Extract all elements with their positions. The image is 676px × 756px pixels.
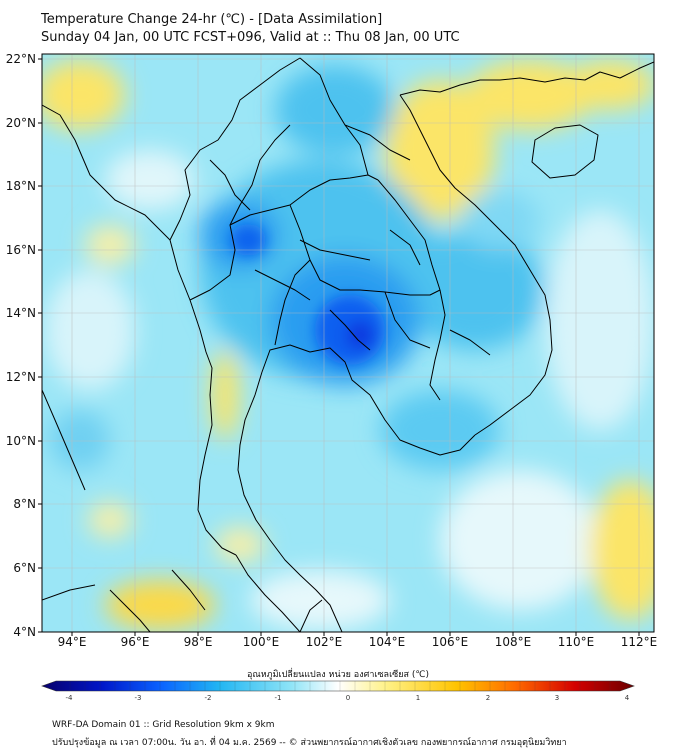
lon-tick-label: 108°E <box>495 635 532 649</box>
colorbar-tick: 3 <box>555 694 559 702</box>
colorbar-tick: -3 <box>135 694 142 702</box>
lon-tick-label: 102°E <box>306 635 343 649</box>
lon-tick-label: 94°E <box>58 635 87 649</box>
colorbar-tick: -4 <box>66 694 74 702</box>
colorbar-tick: 4 <box>625 694 630 702</box>
lat-tick-label: 12°N <box>6 370 36 384</box>
lon-tick-label: 96°E <box>121 635 150 649</box>
colorbar-label: อุณหภูมิเปลี่ยนแปลง หน่วย องศาเซลเซียส (… <box>246 670 430 680</box>
lat-tick-label: 18°N <box>6 179 36 193</box>
lon-tick-label: 98°E <box>184 635 213 649</box>
colorbar-tick: 2 <box>486 694 490 702</box>
lat-tick-label: 20°N <box>6 116 36 130</box>
lon-tick-label: 106°E <box>432 635 469 649</box>
lat-tick-label: 6°N <box>13 561 36 575</box>
lon-tick-label: 100°E <box>243 635 280 649</box>
footer-domain-info: WRF-DA Domain 01 :: Grid Resolution 9km … <box>52 720 275 730</box>
lat-tick-label: 8°N <box>13 497 36 511</box>
lat-tick-label: 4°N <box>13 625 36 639</box>
lon-tick-label: 104°E <box>369 635 406 649</box>
lat-tick-label: 22°N <box>6 52 36 66</box>
lat-tick-label: 16°N <box>6 243 36 257</box>
lon-tick-label: 110°E <box>558 635 595 649</box>
map-frame <box>41 53 655 633</box>
map-title: Temperature Change 24-hr (℃) - [Data Ass… <box>41 12 383 27</box>
lon-tick-label: 112°E <box>621 635 658 649</box>
lat-tick-label: 14°N <box>6 306 36 320</box>
colorbar-tick: -2 <box>205 694 212 702</box>
footer-credit: ปรับปรุงข้อมูล ณ เวลา 07:00น. วัน อา. ที… <box>52 738 567 748</box>
colorbar-tick: -1 <box>275 694 282 702</box>
colorbar-tick: 1 <box>416 694 420 702</box>
lat-tick-label: 10°N <box>6 434 36 448</box>
colorbar-tick: 0 <box>346 694 350 702</box>
map-subtitle: Sunday 04 Jan, 00 UTC FCST+096, Valid at… <box>41 30 460 45</box>
temperature-field <box>42 54 654 632</box>
colorbar: -4 -3 -2 -1 0 1 2 3 4 <box>41 680 635 702</box>
